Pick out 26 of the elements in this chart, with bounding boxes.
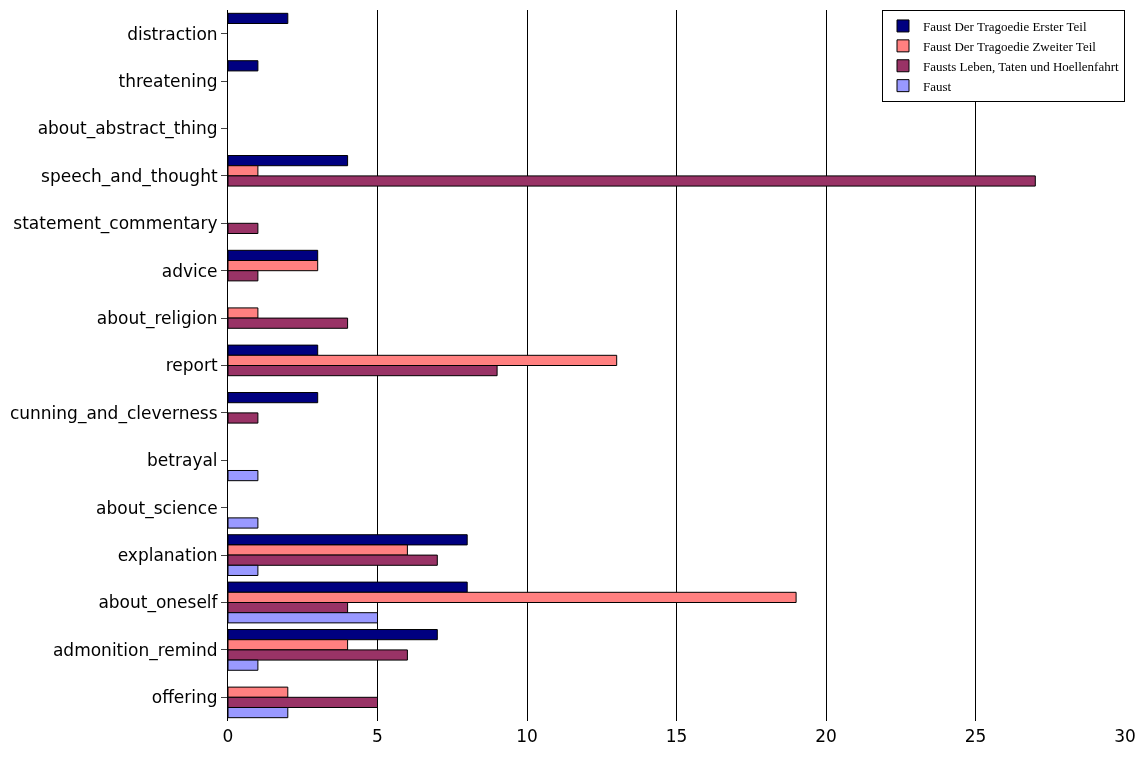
y-tick-label: betrayal bbox=[147, 450, 218, 471]
x-tick-label: 5 bbox=[372, 726, 383, 747]
y-tick-label: admonition_remind bbox=[52, 639, 218, 661]
y-tick-label: explanation bbox=[117, 545, 218, 566]
y-tick-label: about_oneself bbox=[98, 592, 219, 614]
y-tick-label: cunning_and_cleverness bbox=[9, 402, 218, 424]
y-tick-label: report bbox=[165, 355, 218, 376]
legend-label: Fausts Leben, Taten und Hoellenfahrt bbox=[923, 58, 1119, 74]
y-tick-label: advice bbox=[161, 260, 218, 281]
y-tick-label: threatening bbox=[118, 71, 218, 92]
legend-label: Faust bbox=[923, 78, 952, 94]
y-tick-label: about_abstract_thing bbox=[37, 118, 218, 140]
x-tick-label: 15 bbox=[665, 726, 688, 747]
y-tick-label: about_religion bbox=[96, 308, 218, 330]
y-tick-label: statement_commentary bbox=[13, 213, 218, 235]
y-tick-label: about_science bbox=[96, 497, 218, 519]
x-tick-label: 25 bbox=[964, 726, 987, 747]
y-tick-label: offering bbox=[151, 687, 218, 708]
x-tick-label: 20 bbox=[815, 726, 837, 747]
legend-label: Faust Der Tragoedie Erster Teil bbox=[923, 19, 1087, 35]
y-tick-label: speech_and_thought bbox=[41, 165, 218, 187]
y-tick-label: distraction bbox=[127, 23, 218, 44]
legend-label: Faust Der Tragoedie Zweiter Teil bbox=[923, 38, 1097, 54]
x-tick-label: 0 bbox=[222, 726, 234, 747]
x-tick-label: 10 bbox=[516, 726, 538, 747]
x-tick-label: 30 bbox=[1114, 726, 1136, 747]
